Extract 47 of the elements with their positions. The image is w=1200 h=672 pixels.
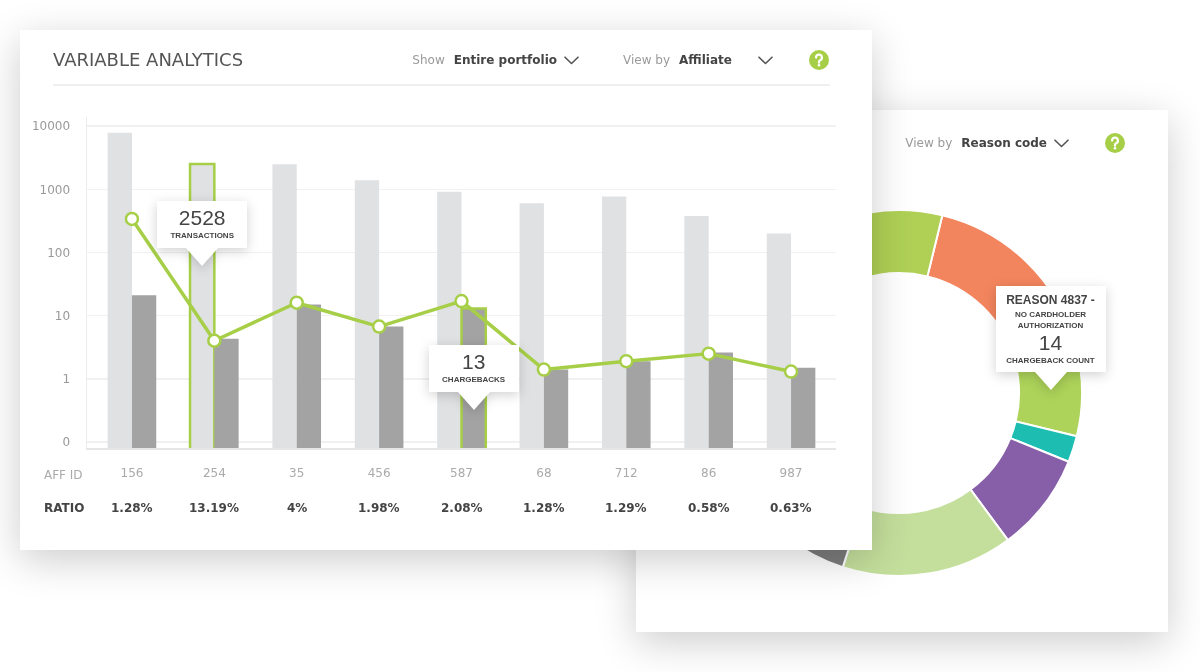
y-tick-label: 10 [54,308,71,323]
x-axis-title: AFF ID [44,468,83,482]
x-tick-label: 587 [450,466,473,481]
point [289,295,304,310]
annotation: 1.28% [111,501,153,515]
text: View by [905,136,953,150]
x-tick-label: 68 [536,466,552,481]
x-tick-label: 156 [120,466,144,481]
x-tick-label: 712 [614,466,638,481]
data-label: 14 [1037,331,1064,356]
text: Reason code [961,136,1047,150]
point [371,319,387,334]
y-tick-label: 10000 [31,119,71,134]
x-tick-label: 254 [202,466,226,481]
point [701,346,716,361]
annotation: 13.19% [189,501,239,515]
point [124,211,140,227]
annotation: 13 CHARGEBACKS [441,350,507,386]
annotation: 1.28% [523,501,565,515]
annotation: 0.58% [688,501,730,515]
text: Entire portfolio [453,53,557,67]
text: Show [412,53,445,67]
point [619,353,634,369]
annotation: 1.98% [358,501,400,515]
point [536,362,552,377]
tooltip: 13 CHARGEBACKS [428,345,519,411]
slice-label: REASON 4837 - NO CARDHOLDER AUTHORIZATION [1005,292,1096,332]
text: RATIO [44,501,85,515]
x-tick-label: 35 [289,466,305,481]
annotation: 0.63% [770,501,812,515]
annotation: 2528 TRANSACTIONS [169,205,235,241]
point [783,364,799,379]
point [207,333,222,348]
x-tick-label: 86 [701,466,717,481]
y-tick-label: 1 [62,371,71,386]
text: View by [622,53,670,67]
annotation: 1.29% [605,501,647,515]
x-tick-label: 987 [779,466,803,481]
point [454,293,469,309]
y-tick-label: 1000 [39,182,71,197]
text: Affiliate [679,53,733,67]
annotation: 4% [287,501,308,515]
y-tick-label: 0 [62,435,71,450]
y-tick-label: 100 [47,245,71,260]
chart-title: VARIABLE ANALYTICS [53,48,244,72]
annotation: 2.08% [441,501,483,515]
x-tick-label: 456 [367,466,391,481]
